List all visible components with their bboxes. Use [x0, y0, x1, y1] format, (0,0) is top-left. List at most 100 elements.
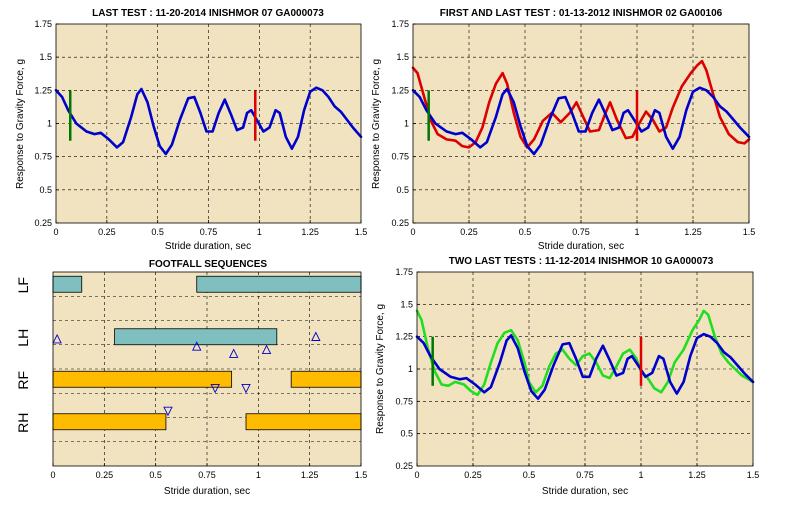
plot-frame — [55, 23, 362, 224]
footfall-triangle-marker — [210, 383, 220, 394]
series-line-last-test — [415, 332, 755, 400]
y-tick-label: 0.25 — [395, 461, 413, 471]
y-tick-label: 1.75 — [391, 19, 409, 29]
footfall-triangle-marker — [52, 333, 62, 344]
x-tick-label: 0.75 — [200, 227, 218, 237]
x-tick-label: 1 — [638, 470, 643, 480]
x-tick-label: 1.25 — [301, 227, 319, 237]
footfall-bar-lf — [196, 275, 362, 293]
y-tick-label: 1.25 — [395, 332, 413, 342]
row-label-lh: LH — [15, 329, 31, 347]
x-tick-labels: 0 0.25 0.5 0.75 1 1.25 1.5 — [50, 470, 367, 480]
x-tick-label: 0 — [53, 227, 58, 237]
y-tick-label: 1.5 — [400, 299, 413, 309]
x-axis-label: Stride duration, sec — [542, 486, 628, 497]
footfall-triangle-marker — [163, 406, 173, 417]
footfall-bar-lh — [114, 328, 278, 346]
y-tick-label: 1.75 — [34, 19, 52, 29]
footfall-bar-rf — [290, 370, 362, 388]
x-tick-label: 0 — [410, 227, 415, 237]
y-tick-label: 0.5 — [396, 185, 409, 195]
y-tick-label: 1.5 — [39, 52, 52, 62]
footfall-triangle-marker — [228, 348, 239, 358]
y-axis-label: Response to Gravity Force, g — [15, 59, 26, 189]
y-tick-label: 1.25 — [391, 85, 409, 95]
series-line-two-last-test — [415, 309, 755, 397]
x-axis-label: Stride duration, sec — [165, 241, 251, 252]
footfall-bars — [52, 275, 362, 431]
y-tick-label: 0.25 — [391, 218, 409, 228]
plot-frame — [412, 23, 750, 224]
y-tick-label: 1 — [408, 364, 413, 374]
footfall-triangle-marker — [311, 331, 321, 341]
x-tick-label: 0.25 — [96, 470, 114, 480]
footfall-bar-rh — [245, 413, 362, 431]
chart-footfall-sequences: FOOTFALL SEQUENCES 0 0.25 0.5 0.75 1 1.25 1.5 … — [15, 259, 367, 497]
footfall-bar-rh — [52, 413, 167, 431]
x-tick-labels: 0 0.25 0.5 0.75 1 1.25 1.5 — [414, 470, 759, 480]
y-tick-label: 1 — [47, 119, 52, 129]
x-tick-label: 0 — [414, 470, 419, 480]
x-tick-label: 1.5 — [747, 470, 760, 480]
y-tick-label: 1.75 — [395, 267, 413, 277]
chart-title: FIRST AND LAST TEST : 01-13-2012 INISHMO… — [440, 8, 723, 19]
series-line-last-test — [411, 86, 751, 156]
y-tick-label: 0.75 — [34, 152, 52, 162]
chart-two-last-tests: TWO LAST TESTS : 11-12-2014 INISHMOR 10 … — [375, 256, 759, 497]
x-tick-label: 0.5 — [149, 470, 162, 480]
grid-lines — [55, 23, 362, 224]
footfall-triangle-marker — [261, 344, 272, 355]
x-tick-label: 0.5 — [519, 227, 532, 237]
series-line-first-test — [411, 59, 751, 149]
y-axis-label: Response to Gravity Force, g — [371, 59, 382, 189]
grid-lines — [412, 23, 750, 224]
plot-lines — [54, 86, 363, 156]
y-tick-label: 1 — [404, 119, 409, 129]
x-tick-label: 0 — [50, 470, 55, 480]
x-tick-label: 0.75 — [576, 470, 594, 480]
y-axis-label: Response to Gravity Force, g — [375, 304, 386, 434]
x-tick-label: 1.5 — [743, 227, 756, 237]
plot-lines — [411, 59, 751, 156]
x-tick-label: 0.75 — [572, 227, 590, 237]
plot-lines — [415, 309, 755, 400]
footfall-triangle-marker — [241, 383, 251, 394]
chart-title: FOOTFALL SEQUENCES — [149, 259, 267, 270]
grid-lines — [52, 272, 362, 466]
row-label-lf: LF — [15, 277, 31, 293]
footfall-triangle-marker — [192, 341, 202, 351]
y-tick-label: 0.25 — [34, 218, 52, 228]
x-tick-label: 1.5 — [355, 470, 368, 480]
chart-last-test: LAST TEST : 11-20-2014 INISHMOR 07 GA000… — [15, 8, 367, 252]
y-tick-label: 0.75 — [391, 152, 409, 162]
y-tick-label: 1.25 — [34, 85, 52, 95]
x-tick-label: 0.25 — [464, 470, 482, 480]
y-tick-label: 0.5 — [400, 429, 413, 439]
chart-first-and-last-test: FIRST AND LAST TEST : 01-13-2012 INISHMO… — [371, 8, 755, 252]
x-tick-label: 0.5 — [151, 227, 164, 237]
chart-title: LAST TEST : 11-20-2014 INISHMOR 07 GA000… — [92, 8, 324, 19]
x-tick-label: 1.25 — [688, 470, 706, 480]
footfall-bar-lf — [52, 275, 83, 293]
x-tick-label: 1 — [634, 227, 639, 237]
x-tick-label: 0.25 — [460, 227, 478, 237]
y-tick-label: 1.5 — [396, 52, 409, 62]
x-axis-label: Stride duration, sec — [538, 241, 624, 252]
x-tick-label: 1.25 — [684, 227, 702, 237]
row-label-rh: RH — [15, 413, 31, 433]
y-tick-label: 0.5 — [39, 185, 52, 195]
x-tick-label: 1.25 — [301, 470, 319, 480]
x-tick-label: 1.5 — [355, 227, 368, 237]
x-tick-label: 0.75 — [198, 470, 216, 480]
chart-title: TWO LAST TESTS : 11-12-2014 INISHMOR 10 … — [449, 256, 714, 267]
plot-frame — [416, 271, 754, 467]
x-axis-label: Stride duration, sec — [164, 486, 250, 497]
x-tick-label: 0.25 — [98, 227, 116, 237]
footfall-bar-rf — [52, 370, 233, 388]
plot-frame — [52, 271, 362, 467]
x-tick-label: 1 — [256, 470, 261, 480]
series-line-last-test — [54, 86, 363, 156]
row-label-rf: RF — [15, 371, 31, 390]
